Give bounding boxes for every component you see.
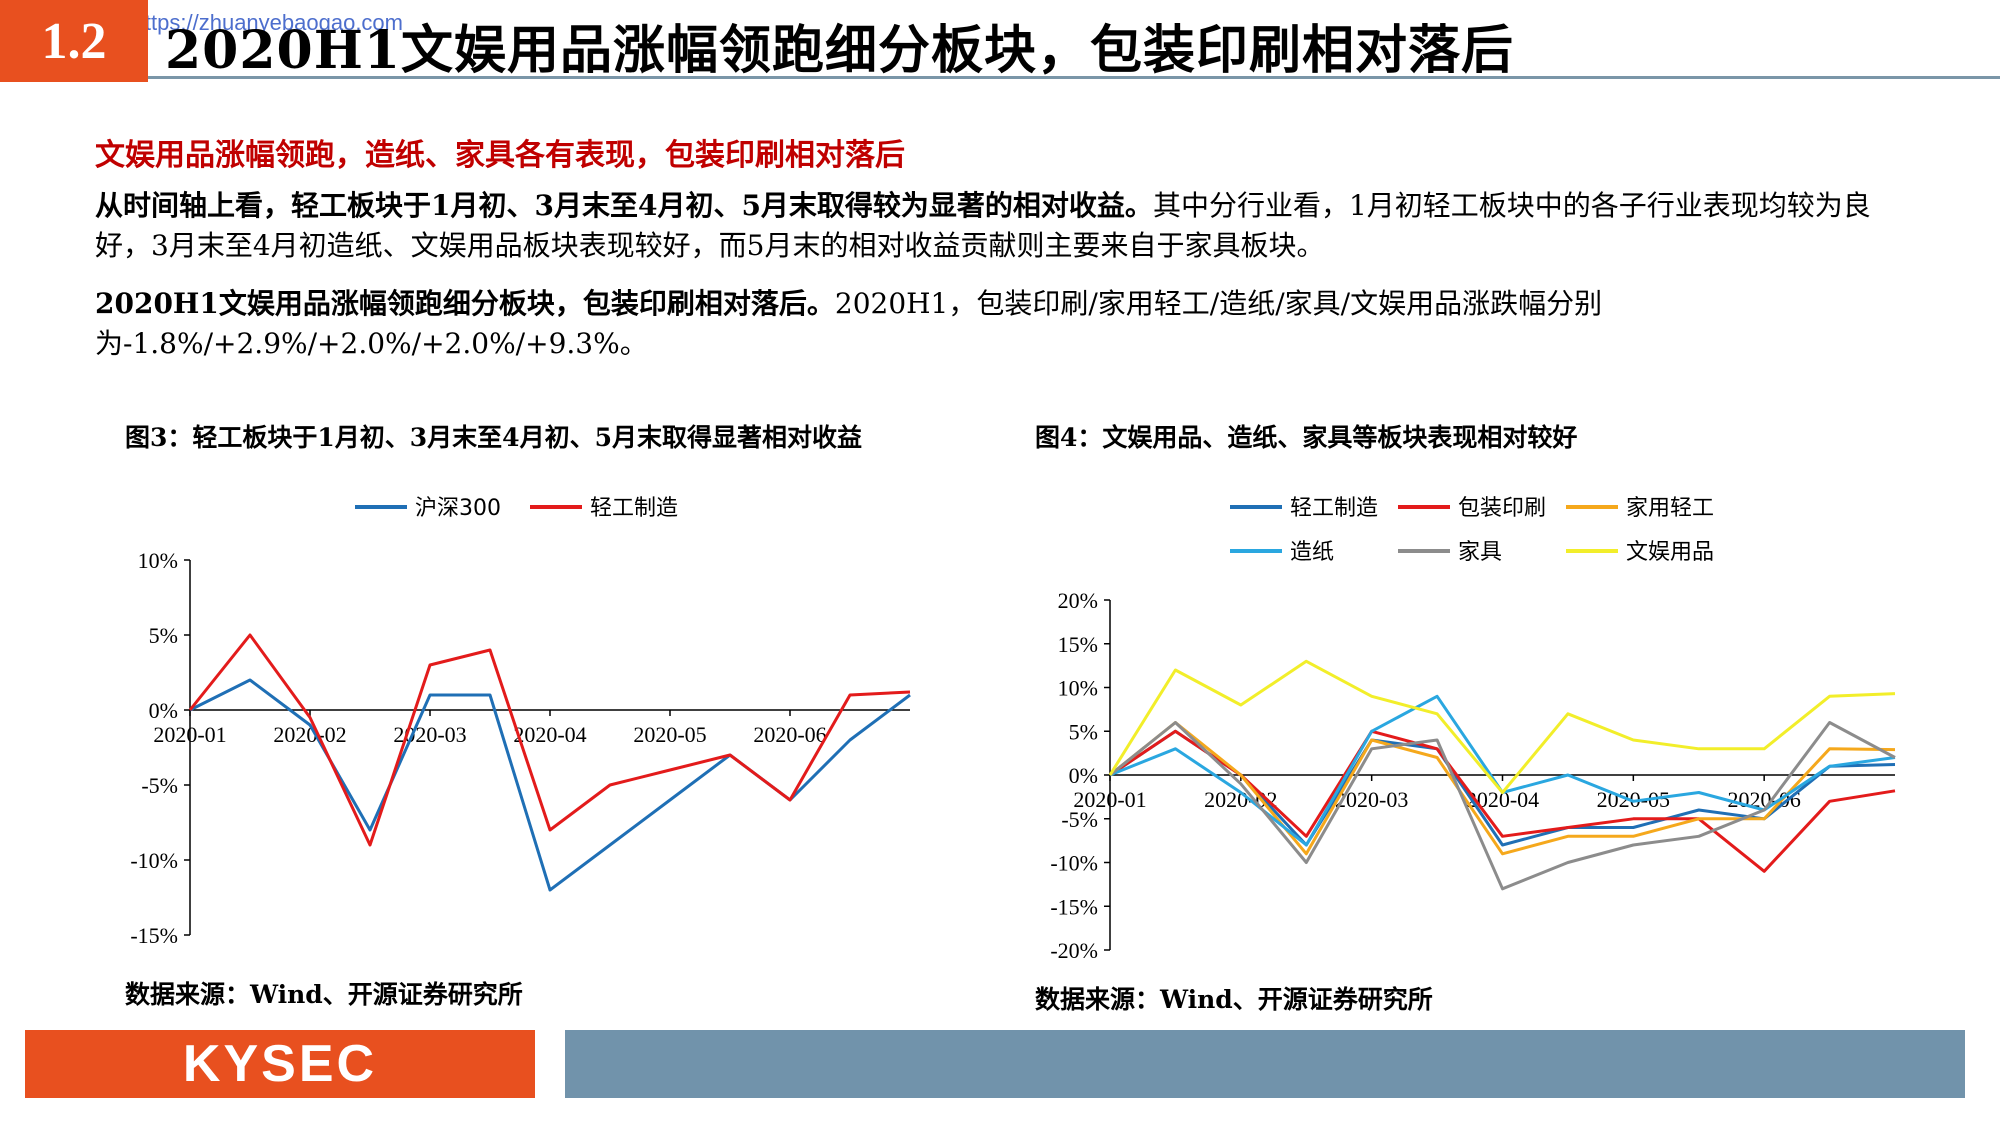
figure3-source: 数据来源：Wind、开源证券研究所 xyxy=(125,980,523,1009)
y-tick-label: 0% xyxy=(1069,763,1098,788)
footer-bar xyxy=(565,1030,1965,1098)
paragraph-timeline-body: 其中分行业看，1月初轻工板块中的各子行业表现均较为良好，3月末至4月初造纸、文娱… xyxy=(95,189,1871,262)
series-line-5 xyxy=(1108,659,1896,794)
paragraph-h1-lead: 2020H1文娱用品涨幅领跑细分板块，包装印刷相对落后。 xyxy=(95,287,835,320)
x-tick-label: 2020-05 xyxy=(633,722,706,747)
paragraph-h1-body: 2020H1，包装印刷/家用轻工/造纸/家具/文娱用品涨跌幅分别为-1.8%/+… xyxy=(95,287,1603,360)
y-tick-label: 5% xyxy=(149,623,178,648)
legend-label: 家用轻工 xyxy=(1626,496,1714,521)
figure4-line-chart: 20%15%10%5%0%-5%-10%-15%-20%2020-01 2020-… xyxy=(1050,496,1896,963)
y-tick-label: 20% xyxy=(1058,588,1098,613)
y-tick-label: 10% xyxy=(1058,676,1098,701)
legend-label: 轻工制造 xyxy=(590,496,678,521)
y-tick-label: -20% xyxy=(1050,938,1098,963)
x-tick-label: 2020-04 xyxy=(513,722,586,747)
figure4-title: 图4：文娱用品、造纸、家具等板块表现相对较好 xyxy=(1035,423,1578,452)
y-tick-label: -15% xyxy=(1050,894,1098,919)
paragraph-timeline: 从时间轴上看，轻工板块于1月初、3月末至4月初、5月末取得较为显著的相对收益。其… xyxy=(95,186,1915,266)
paragraph-timeline-lead: 从时间轴上看，轻工板块于1月初、3月末至4月初、5月末取得较为显著的相对收益。 xyxy=(95,189,1153,222)
y-tick-label: 10% xyxy=(138,548,178,573)
y-tick-label: -10% xyxy=(130,848,178,873)
y-tick-label: 5% xyxy=(1069,719,1098,744)
legend-label: 沪深300 xyxy=(415,496,501,521)
series-line-1 xyxy=(188,633,911,847)
legend-label: 家具 xyxy=(1458,540,1502,565)
header-divider xyxy=(148,76,2000,79)
kysec-logo: KYSEC xyxy=(25,1030,535,1098)
y-tick-label: 0% xyxy=(149,698,178,723)
y-tick-label: -5% xyxy=(141,773,178,798)
x-tick-label: 2020-01 xyxy=(1073,787,1146,812)
section-subhead: 文娱用品涨幅领跑，造纸、家具各有表现，包装印刷相对落后 xyxy=(95,138,905,173)
section-number-badge: 1.2 xyxy=(0,0,148,82)
series-line-4 xyxy=(1109,721,1896,891)
y-tick-label: 15% xyxy=(1058,632,1098,657)
figure3-line-chart: 10%5%0%-5%-10%-15%2020-01 2020-02 2020-03 2… xyxy=(130,496,911,948)
legend-label: 轻工制造 xyxy=(1290,496,1378,521)
x-tick-label: 2020-01 xyxy=(153,722,226,747)
y-tick-label: -5% xyxy=(1061,807,1098,832)
y-tick-label: -10% xyxy=(1050,851,1098,876)
y-tick-label: -15% xyxy=(130,923,178,948)
paragraph-h1-performance: 2020H1文娱用品涨幅领跑细分板块，包装印刷相对落后。2020H1，包装印刷/… xyxy=(95,284,1915,364)
legend-label: 造纸 xyxy=(1290,540,1334,565)
figure4-source: 数据来源：Wind、开源证券研究所 xyxy=(1035,985,1433,1014)
series-line-2 xyxy=(1109,721,1896,856)
page-title: 2020H1文娱用品涨幅领跑细分板块，包装印刷相对落后 xyxy=(165,20,1515,81)
x-tick-label: 2020-06 xyxy=(753,722,826,747)
figure3-title: 图3：轻工板块于1月初、3月末至4月初、5月末取得显著相对收益 xyxy=(125,423,862,452)
legend-label: 文娱用品 xyxy=(1626,540,1714,565)
legend-label: 包装印刷 xyxy=(1458,496,1546,521)
